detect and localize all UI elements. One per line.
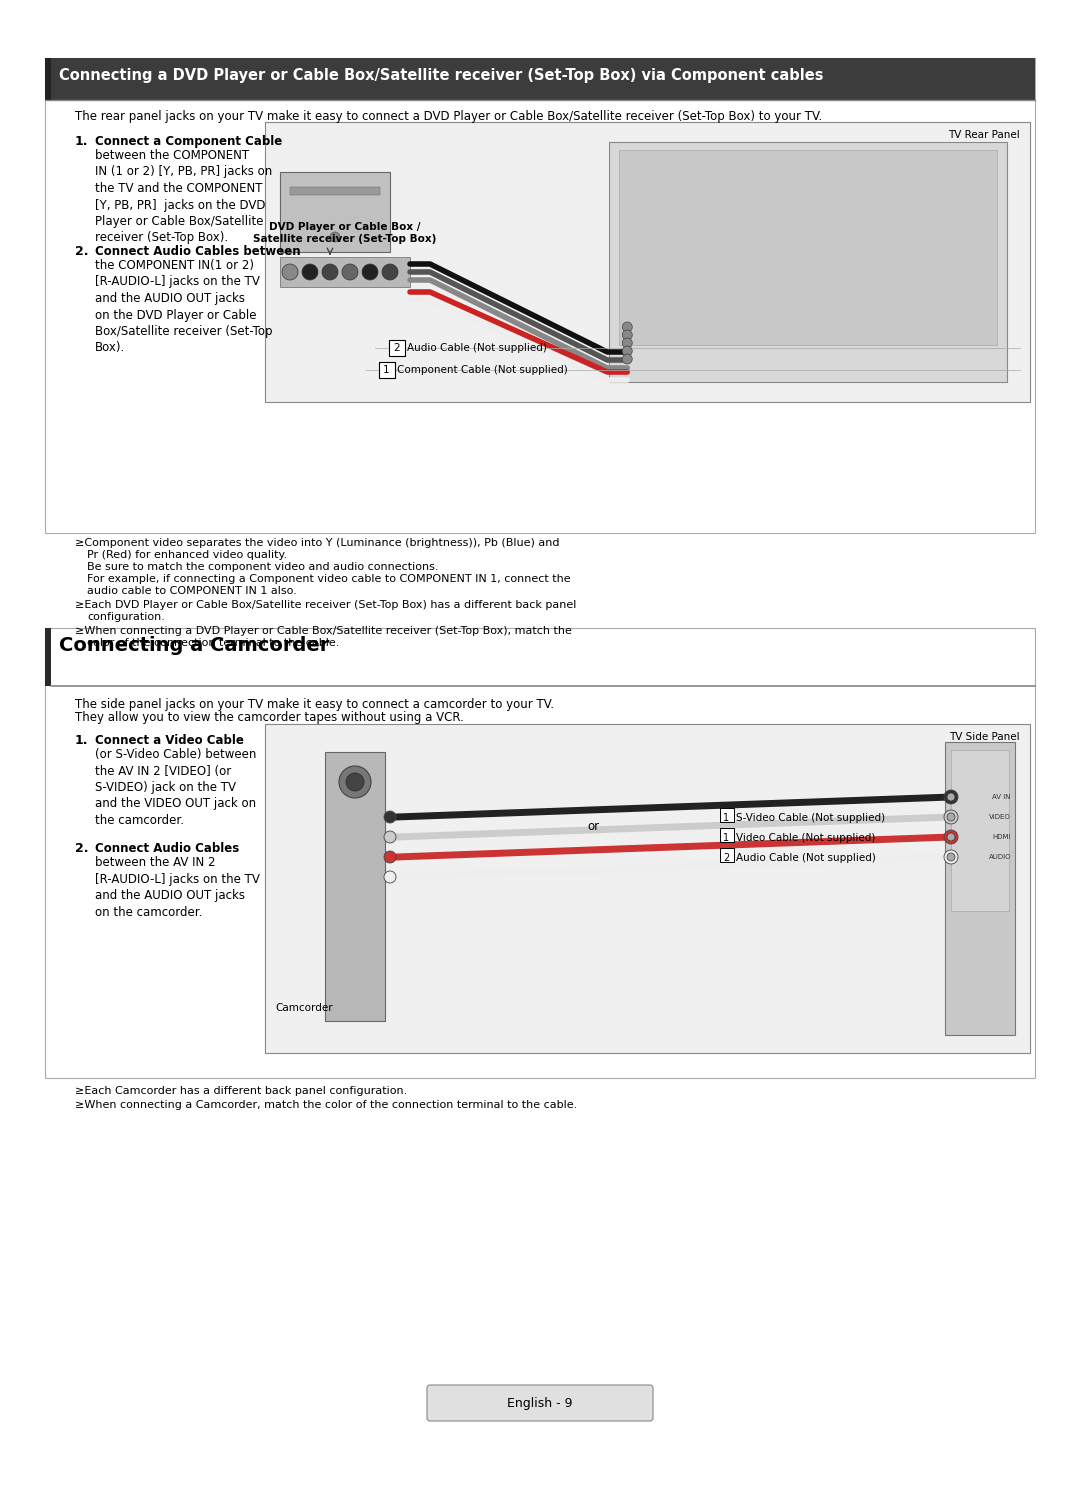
Circle shape [362, 263, 378, 280]
Text: Camcorder: Camcorder [275, 1003, 333, 1013]
Circle shape [622, 330, 632, 339]
Text: between the AV IN 2
[R-AUDIO-L] jacks on the TV
and the AUDIO OUT jacks
on the c: between the AV IN 2 [R-AUDIO-L] jacks on… [95, 856, 260, 918]
Circle shape [384, 870, 396, 882]
Circle shape [330, 232, 340, 243]
Bar [619, 150, 997, 345]
Circle shape [302, 263, 318, 280]
Text: VIDEO: VIDEO [989, 814, 1011, 820]
FancyBboxPatch shape [719, 848, 733, 862]
Circle shape [384, 811, 396, 823]
Text: ≥Component video separates the video into Y (Luminance (brightness)), Pb (Blue) : ≥Component video separates the video int… [75, 539, 559, 548]
Text: The rear panel jacks on your TV make it easy to connect a DVD Player or Cable Bo: The rear panel jacks on your TV make it … [75, 110, 822, 124]
Bar [951, 750, 1009, 911]
FancyBboxPatch shape [379, 362, 394, 378]
Text: AUDIO: AUDIO [988, 854, 1011, 860]
Text: ≥Each Camcorder has a different back panel configuration.: ≥Each Camcorder has a different back pan… [75, 1086, 407, 1097]
Circle shape [282, 263, 298, 280]
Circle shape [346, 772, 364, 792]
Circle shape [384, 851, 396, 863]
Text: between the COMPONENT
IN (1 or 2) [Y, PB, PR] jacks on
the TV and the COMPONENT
: between the COMPONENT IN (1 or 2) [Y, PB… [95, 149, 272, 244]
Circle shape [944, 850, 958, 865]
Bar [945, 743, 1015, 1036]
Text: Be sure to match the component video and audio connections.: Be sure to match the component video and… [87, 562, 438, 571]
Bar [45, 58, 1035, 100]
Text: TV Rear Panel: TV Rear Panel [948, 129, 1020, 140]
Text: color of the connection terminal to the cable.: color of the connection terminal to the … [87, 638, 339, 647]
Text: 1.: 1. [75, 135, 89, 147]
Text: 2: 2 [393, 344, 400, 353]
Circle shape [947, 812, 955, 821]
Bar [325, 751, 384, 1021]
Bar [45, 58, 51, 100]
Text: AV IN: AV IN [993, 795, 1011, 801]
Text: The side panel jacks on your TV make it easy to connect a camcorder to your TV.: The side panel jacks on your TV make it … [75, 698, 554, 711]
Text: 1: 1 [724, 812, 730, 823]
Bar [609, 141, 1007, 382]
Text: S-Video Cable (Not supplied): S-Video Cable (Not supplied) [735, 812, 885, 823]
Bar [280, 173, 390, 251]
Text: Connecting a DVD Player or Cable Box/Satellite receiver (Set-Top Box) via Compon: Connecting a DVD Player or Cable Box/Sat… [59, 68, 824, 83]
Text: Audio Cable (Not supplied): Audio Cable (Not supplied) [735, 853, 876, 863]
Text: 1.: 1. [75, 734, 89, 747]
Text: ≥Each DVD Player or Cable Box/Satellite receiver (Set-Top Box) has a different b: ≥Each DVD Player or Cable Box/Satellite … [75, 600, 577, 610]
Text: Connect Audio Cables between: Connect Audio Cables between [95, 246, 300, 257]
Bar [45, 628, 51, 686]
Text: the COMPONENT IN(1 or 2)
[R-AUDIO-L] jacks on the TV
and the AUDIO OUT jacks
on : the COMPONENT IN(1 or 2) [R-AUDIO-L] jac… [95, 259, 272, 354]
Bar [265, 725, 1030, 1054]
Text: HDMI: HDMI [993, 833, 1011, 841]
Text: English - 9: English - 9 [508, 1397, 572, 1411]
Bar [45, 58, 1035, 533]
Text: 1: 1 [724, 833, 730, 844]
Circle shape [622, 354, 632, 365]
Text: ≥When connecting a DVD Player or Cable Box/Satellite receiver (Set-Top Box), mat: ≥When connecting a DVD Player or Cable B… [75, 626, 572, 635]
Text: Component Cable (Not supplied): Component Cable (Not supplied) [396, 365, 567, 375]
Text: or: or [588, 820, 599, 833]
Circle shape [382, 263, 399, 280]
Circle shape [342, 263, 357, 280]
Text: Audio Cable (Not supplied): Audio Cable (Not supplied) [407, 344, 546, 353]
Circle shape [947, 833, 955, 841]
Text: Connect a Component Cable: Connect a Component Cable [95, 135, 282, 147]
Text: audio cable to COMPONENT IN 1 also.: audio cable to COMPONENT IN 1 also. [87, 586, 297, 597]
Text: TV Side Panel: TV Side Panel [949, 732, 1020, 743]
Circle shape [944, 809, 958, 824]
Text: 2.: 2. [75, 842, 89, 856]
Circle shape [947, 793, 955, 801]
Text: (or S-Video Cable) between
the AV IN 2 [VIDEO] (or
S-VIDEO) jack on the TV
and t: (or S-Video Cable) between the AV IN 2 [… [95, 748, 256, 827]
Text: configuration.: configuration. [87, 612, 165, 622]
Circle shape [944, 790, 958, 804]
Circle shape [339, 766, 372, 798]
Circle shape [622, 347, 632, 356]
Text: For example, if connecting a Component video cable to COMPONENT IN 1, connect th: For example, if connecting a Component v… [87, 574, 570, 583]
FancyBboxPatch shape [427, 1385, 653, 1421]
Text: Video Cable (Not supplied): Video Cable (Not supplied) [735, 833, 875, 844]
Circle shape [947, 853, 955, 862]
Text: Connect a Video Cable: Connect a Video Cable [95, 734, 244, 747]
Text: They allow you to view the camcorder tapes without using a VCR.: They allow you to view the camcorder tap… [75, 711, 464, 725]
Text: 1: 1 [383, 365, 390, 375]
Text: ≥When connecting a Camcorder, match the color of the connection terminal to the : ≥When connecting a Camcorder, match the … [75, 1100, 577, 1110]
Circle shape [384, 830, 396, 844]
Circle shape [622, 321, 632, 332]
FancyBboxPatch shape [389, 339, 405, 356]
Text: 2.: 2. [75, 246, 89, 257]
Text: Connect Audio Cables: Connect Audio Cables [95, 842, 240, 856]
Text: Pr (Red) for enhanced video quality.: Pr (Red) for enhanced video quality. [87, 551, 287, 559]
Bar [291, 187, 380, 195]
FancyBboxPatch shape [719, 827, 733, 842]
Bar [45, 628, 1035, 1077]
Circle shape [622, 338, 632, 348]
Circle shape [322, 263, 338, 280]
FancyBboxPatch shape [719, 808, 733, 821]
Bar [265, 122, 1030, 402]
Bar [280, 257, 410, 287]
Text: 2: 2 [724, 853, 730, 863]
Text: DVD Player or Cable Box /
Satellite receiver (Set-Top Box): DVD Player or Cable Box / Satellite rece… [254, 222, 436, 244]
Circle shape [944, 830, 958, 844]
Text: Connecting a Camcorder: Connecting a Camcorder [59, 635, 329, 655]
